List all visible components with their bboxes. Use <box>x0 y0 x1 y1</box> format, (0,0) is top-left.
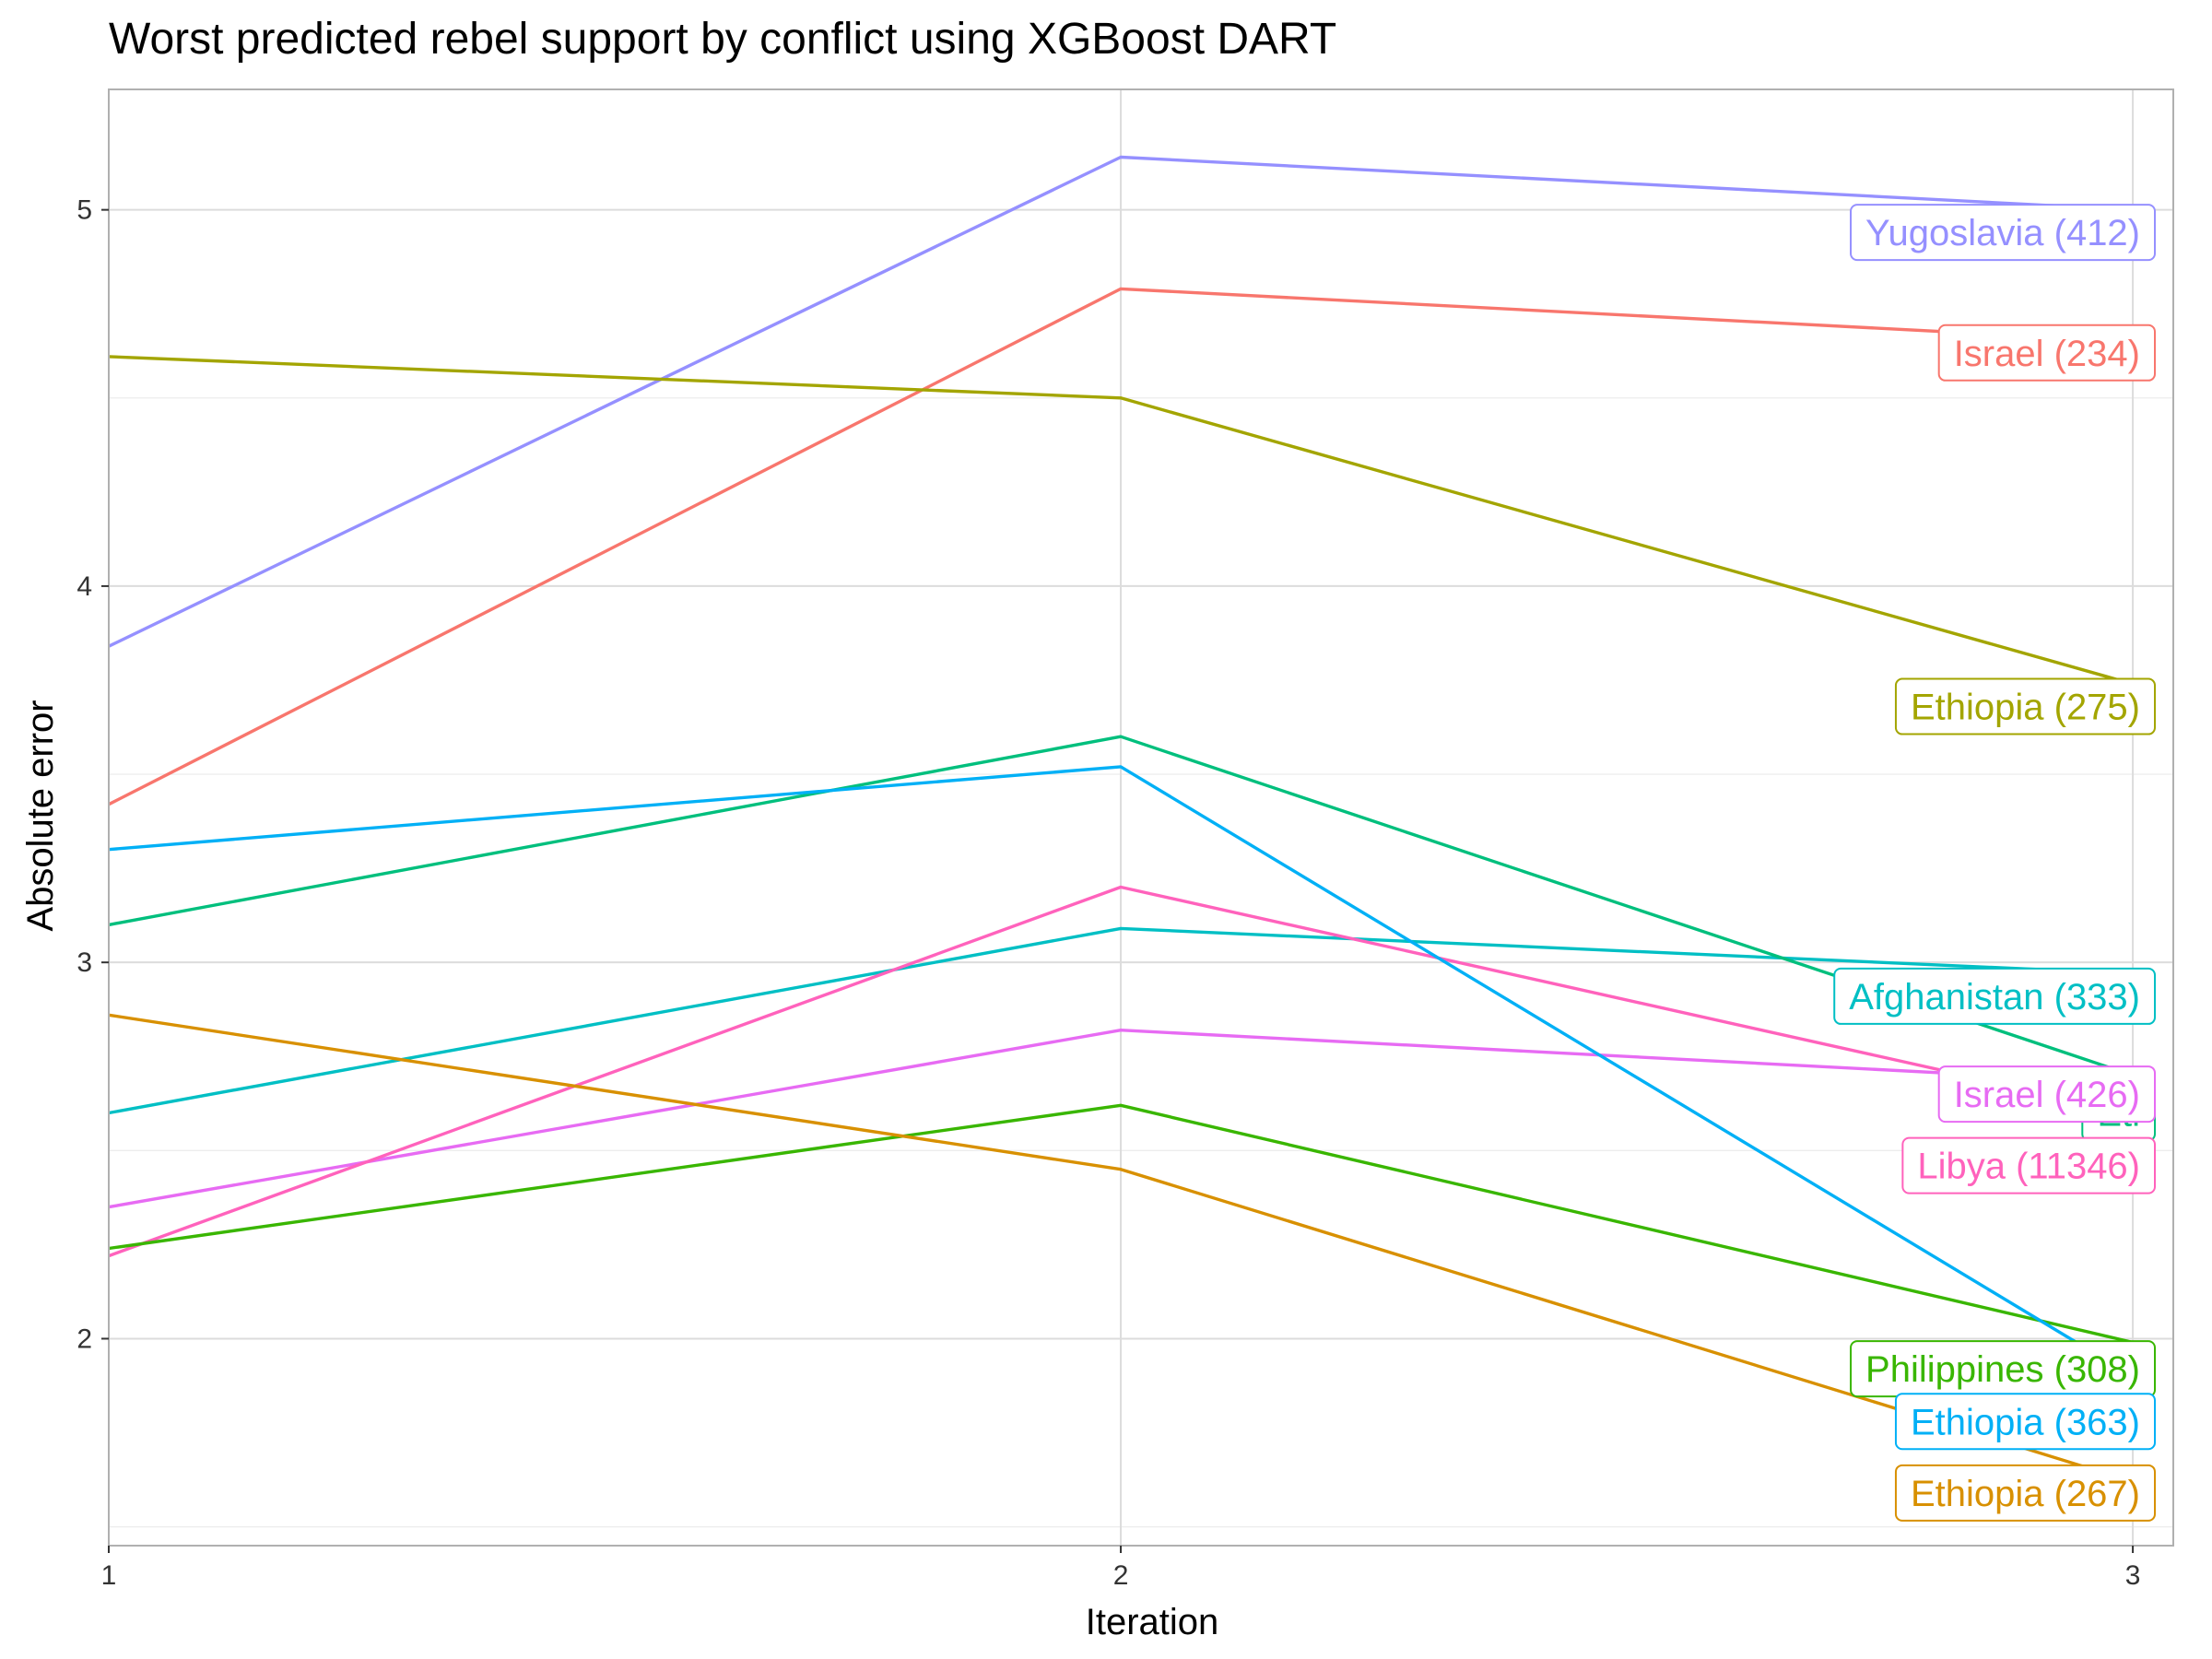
series-line <box>108 155 2134 648</box>
series-label-text: Ethiopia (267) <box>1911 1474 2140 1514</box>
series-line <box>108 926 2134 1115</box>
chart-title: Worst predicted rebel support by conflic… <box>109 15 1336 64</box>
series-label-text: Ethiopia (363) <box>1911 1402 2140 1442</box>
x-axis-title: Iteration <box>1086 1602 1219 1642</box>
series-line <box>108 1028 2134 1209</box>
x-tick-label: 3 <box>2125 1560 2141 1591</box>
y-tick-label: 4 <box>76 571 92 602</box>
x-tick-label: 1 <box>101 1560 117 1591</box>
series-label-text: Afghanistan (333) <box>1849 977 2140 1018</box>
series-label-box <box>1850 204 2156 262</box>
series-label: Ethiopia (267) <box>1894 1464 2156 1522</box>
series-label-text: Yugoslavia (412) <box>1865 213 2140 253</box>
grid <box>108 89 2173 1546</box>
series-label: Yugoslavia (412) <box>1850 204 2156 262</box>
series-label: Ethiopia (363) <box>1894 1393 2156 1451</box>
series-label-box <box>1894 1464 2156 1522</box>
series-lines <box>108 155 2134 1484</box>
series-label: Libya (11346) <box>1901 1136 2156 1194</box>
y-tick-label: 2 <box>76 1324 92 1354</box>
series-label-box <box>1901 1136 2156 1194</box>
series-line <box>108 735 2134 1077</box>
panel-border <box>108 88 2174 1547</box>
series-label-text: Israel (426) <box>1954 1075 2140 1115</box>
series-label: Israel (426) <box>1937 1065 2156 1124</box>
series-label: Ethiopia (275) <box>1894 677 2156 735</box>
y-tick-label: 3 <box>76 947 92 978</box>
series-label-text: Libya (11346) <box>1917 1147 2140 1187</box>
series-line <box>108 765 2134 1378</box>
x-tick-label: 2 <box>1113 1560 1129 1591</box>
series-label-text: Ethiopia (275) <box>1911 688 2140 728</box>
series-label-text: Philippines (308) <box>1865 1349 2140 1390</box>
series-label-box <box>1937 324 2156 382</box>
series-label: Afghanistan (333) <box>1833 967 2156 1025</box>
y-axis-title: Absolute error <box>20 700 61 931</box>
y-tick-label: 5 <box>76 195 92 226</box>
axis-ticks: 1 2 3 2 3 4 5 <box>76 195 2140 1591</box>
series-label-text: Israel (234) <box>1954 334 2140 374</box>
series-label-box <box>1894 677 2156 735</box>
series-line <box>108 287 2134 806</box>
series-label-box <box>1937 1065 2156 1124</box>
series-line <box>108 885 2134 1258</box>
series-line <box>108 1013 2134 1484</box>
series-label: Philippines (308) <box>1850 1340 2156 1398</box>
series-label-box <box>1894 1393 2156 1451</box>
series-labels: Yugoslavia (412) Israel (234) Ethiopia (27… <box>1833 204 2156 1522</box>
series-label-box <box>1833 967 2156 1025</box>
series-line <box>108 1103 2134 1345</box>
series-line <box>108 355 2134 686</box>
series-label: Israel (234) <box>1937 324 2156 382</box>
